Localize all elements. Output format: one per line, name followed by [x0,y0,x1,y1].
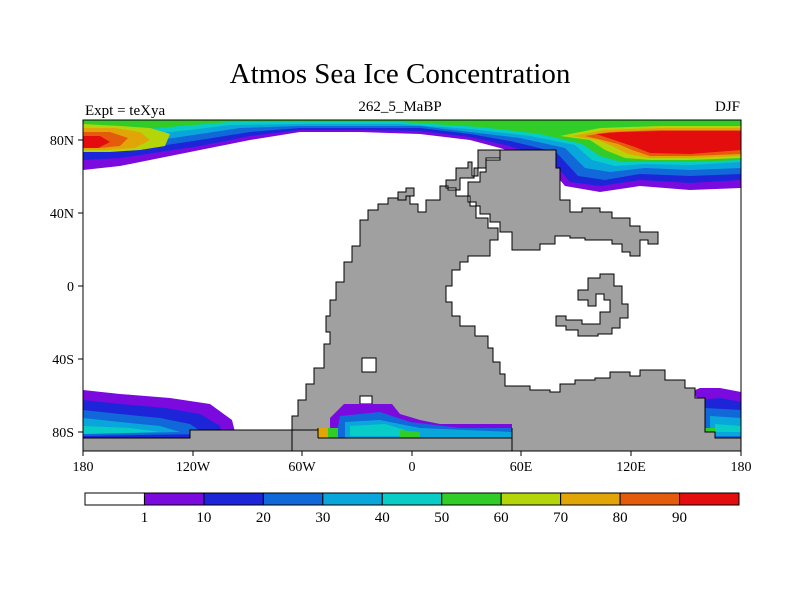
sea-ice-field [83,120,741,451]
colorbar-label: 80 [613,510,628,526]
lon-label-60e: 60E [510,460,533,475]
lat-label-0: 0 [67,280,74,295]
colorbar-bin [679,492,740,506]
colorbar-bin [322,492,383,506]
tethys-gap-2 [359,395,373,405]
lon-label-120e: 120E [616,460,646,475]
colorbar-label: 30 [315,510,330,526]
north-islet [397,187,415,201]
colorbar-label: 40 [375,510,390,526]
colorbar-bin [441,492,502,506]
lon-labels: 180 120W 60W 0 60E 120E 180 [73,460,752,475]
colorbar-label: 90 [672,510,687,526]
embayments [359,357,377,405]
arctic-level-8 [83,128,741,158]
colorbar-bin [500,492,562,506]
colorbar-label: 70 [553,510,568,526]
arctic-level-10 [83,131,741,154]
arctic-level-7 [83,124,741,160]
tick-marks [78,139,742,456]
colorbar-label: 10 [196,510,211,526]
tethys-gap-1 [361,357,377,373]
colorbar-bin [203,492,264,506]
antarctic-shelf-ice [317,404,513,439]
lon-label-0: 0 [409,460,416,475]
colorbar-bin [262,492,324,506]
shelf-outline [317,428,513,439]
lat-label-80n: 80N [50,134,74,149]
lon-label-120w: 120W [176,460,211,475]
age-label: 262_5_MaBP [358,99,442,115]
arctic-level-6 [83,120,741,162]
shelf-ice-teal [350,424,405,436]
colorbar-bin [619,492,681,506]
lat-labels: 80N 40N 0 40S 80S [50,134,74,441]
experiment-label: Expt = teXya [85,103,166,119]
lat-label-40s: 40S [52,353,74,368]
colorbar-bin [84,492,145,506]
lat-label-40n: 40N [50,207,74,222]
lat-label-80s: 80S [52,426,74,441]
eastern-island [555,273,629,337]
colorbar-label: 1 [141,510,149,526]
colorbar-label: 50 [434,510,449,526]
pangaea-landmass [83,149,741,451]
season-label: DJF [714,99,740,115]
colorbar-label: 60 [494,510,509,526]
lon-label-60w: 60W [288,460,316,475]
arctic-sea-ice [83,120,741,192]
colorbar-bin [381,492,443,506]
colorbar-bin [143,492,205,506]
map-title: Atmos Sea Ice Concentration [229,58,571,90]
shelf-ice-orange [318,428,328,438]
lon-label-180w: 180 [73,460,94,475]
colorbar-label: 20 [256,510,271,526]
lon-label-180e: 180 [731,460,752,475]
colorbar: 1 10 20 30 40 50 60 70 80 90 [84,492,740,526]
colorbar-bin [560,492,621,506]
land [83,149,741,451]
shelf-ice-green [326,428,420,438]
